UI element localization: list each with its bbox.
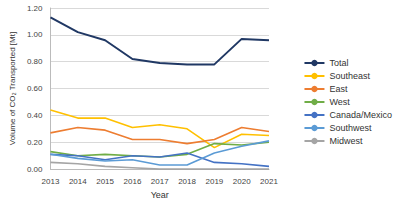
svg-text:2016: 2016 bbox=[124, 177, 142, 186]
svg-text:2018: 2018 bbox=[178, 177, 196, 186]
svg-text:1.00: 1.00 bbox=[27, 30, 43, 39]
svg-text:2014: 2014 bbox=[69, 177, 87, 186]
svg-text:Total: Total bbox=[329, 58, 348, 68]
svg-text:2019: 2019 bbox=[205, 177, 223, 186]
svg-text:Midwest: Midwest bbox=[329, 136, 363, 146]
svg-text:Southwest: Southwest bbox=[329, 123, 372, 133]
svg-text:Volume of CO₂ Transported [Mt]: Volume of CO₂ Transported [Mt] bbox=[8, 32, 17, 145]
svg-text:0.60: 0.60 bbox=[27, 84, 43, 93]
svg-text:West: West bbox=[329, 97, 350, 107]
svg-text:1.20: 1.20 bbox=[27, 4, 43, 13]
svg-text:Southeast: Southeast bbox=[329, 71, 370, 81]
svg-text:2020: 2020 bbox=[233, 177, 251, 186]
svg-text:Year: Year bbox=[151, 190, 169, 200]
svg-text:0.80: 0.80 bbox=[27, 57, 43, 66]
svg-text:2013: 2013 bbox=[42, 177, 60, 186]
svg-text:0.40: 0.40 bbox=[27, 111, 43, 120]
svg-text:2017: 2017 bbox=[151, 177, 169, 186]
svg-text:2015: 2015 bbox=[96, 177, 114, 186]
svg-text:2021: 2021 bbox=[260, 177, 278, 186]
svg-text:0.00: 0.00 bbox=[27, 165, 43, 174]
svg-text:Canada/Mexico: Canada/Mexico bbox=[329, 110, 392, 120]
svg-text:0.20: 0.20 bbox=[27, 138, 43, 147]
svg-text:East: East bbox=[329, 84, 348, 94]
